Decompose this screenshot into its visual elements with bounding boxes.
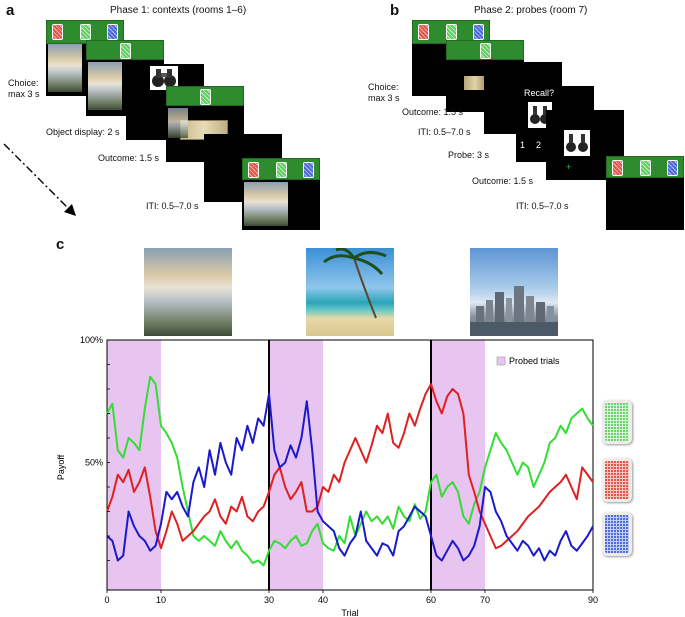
x-tick-label: 90 xyxy=(588,595,598,605)
blue-card-icon xyxy=(667,160,678,176)
iti-label: ITI: 0.5–7.0 s xyxy=(146,201,199,211)
x-tick-label: 0 xyxy=(104,595,109,605)
outcome-label: Outcome: 1.5 s xyxy=(402,107,464,117)
red-card-icon xyxy=(52,24,63,40)
palm-tree-icon xyxy=(323,248,387,319)
object-display-label: Object display: 2 s xyxy=(46,127,120,137)
iti-label: ITI: 0.5–7.0 s xyxy=(418,127,471,137)
probed-trials-band-1 xyxy=(269,340,323,590)
treasure-map-icon xyxy=(464,76,486,90)
option-2: 2 xyxy=(536,140,542,150)
misty-mountain-photo xyxy=(144,248,232,336)
skyline-icon xyxy=(470,286,558,336)
iti-screen xyxy=(242,158,320,230)
green-card-icon xyxy=(120,43,131,59)
choice-label: Choice: xyxy=(8,78,39,88)
option-1: 1 xyxy=(520,140,526,150)
red-card-icon xyxy=(248,162,259,178)
card-bar xyxy=(606,156,684,178)
x-tick-label: 60 xyxy=(426,595,436,605)
card-bar xyxy=(446,40,524,60)
binoculars-icon xyxy=(564,130,590,156)
payoff-chart: 50% 100% 0 10 30 40 60 70 90 Trial Payoff Probed tr… xyxy=(56,335,598,617)
fog-context-image xyxy=(244,182,288,226)
green-card-icon xyxy=(480,43,491,59)
panel-c-letter: c xyxy=(56,236,65,253)
panel-b-title: Phase 2: probes (room 7) xyxy=(474,5,588,16)
green-card-icon xyxy=(640,160,651,176)
blue-card-icon xyxy=(107,24,118,40)
x-tick-label: 10 xyxy=(156,595,166,605)
red-deck-card-icon xyxy=(602,458,632,502)
legend-label: Probed trials xyxy=(509,356,560,366)
choice-label: Choice: xyxy=(368,82,399,92)
x-tick-label: 40 xyxy=(318,595,328,605)
green-card-icon xyxy=(276,162,287,178)
binoculars-icon xyxy=(150,66,178,90)
green-payoff-line xyxy=(106,375,594,567)
red-payoff-line xyxy=(106,383,594,550)
green-card-icon xyxy=(446,24,457,40)
fog-context-image xyxy=(168,108,188,138)
card-bar xyxy=(86,40,164,60)
plot-frame xyxy=(106,339,594,591)
iti-label-2: ITI: 0.5–7.0 s xyxy=(516,201,569,211)
blue-card-icon xyxy=(303,162,314,178)
blue-card-icon xyxy=(473,24,484,40)
panel-a-letter: a xyxy=(6,2,15,19)
y-axis-label: Payoff xyxy=(56,454,66,480)
green-card-icon xyxy=(80,24,91,40)
city-skyline-photo xyxy=(470,248,558,336)
choice-duration: max 3 s xyxy=(368,93,400,103)
x-tick-label: 30 xyxy=(264,595,274,605)
iti-screen xyxy=(606,156,684,230)
panel-b-letter: b xyxy=(390,2,400,19)
green-card-icon xyxy=(200,89,211,105)
fixation-plus: + xyxy=(566,162,572,172)
blue-payoff-line xyxy=(106,392,594,562)
probed-trials-band-2 xyxy=(431,340,485,590)
y-tick-label: 50% xyxy=(85,458,103,468)
outcome-label-2: Outcome: 1.5 s xyxy=(472,176,534,186)
probe-outcome-screen: + xyxy=(546,110,624,180)
card-bar xyxy=(166,86,244,106)
panel-a-title: Phase 1: contexts (rooms 1–6) xyxy=(110,5,247,16)
choice-duration: max 3 s xyxy=(8,89,40,99)
legend-swatch xyxy=(496,356,506,366)
tropical-beach-photo xyxy=(306,248,394,336)
blue-deck-card-icon xyxy=(602,512,632,556)
red-card-icon xyxy=(612,160,623,176)
card-bar xyxy=(242,158,320,180)
red-card-icon xyxy=(418,24,429,40)
green-deck-card-icon xyxy=(602,400,632,444)
y-tick-label: 100% xyxy=(80,335,103,345)
fog-context-image xyxy=(88,62,122,110)
x-axis-label: Trial xyxy=(341,608,358,617)
outcome-label: Outcome: 1.5 s xyxy=(98,153,160,163)
fog-context-image xyxy=(48,44,82,92)
time-arrow xyxy=(3,143,76,216)
x-tick-label: 70 xyxy=(480,595,490,605)
probe-label: Probe: 3 s xyxy=(448,150,490,160)
recall-prompt: Recall? xyxy=(524,88,555,98)
